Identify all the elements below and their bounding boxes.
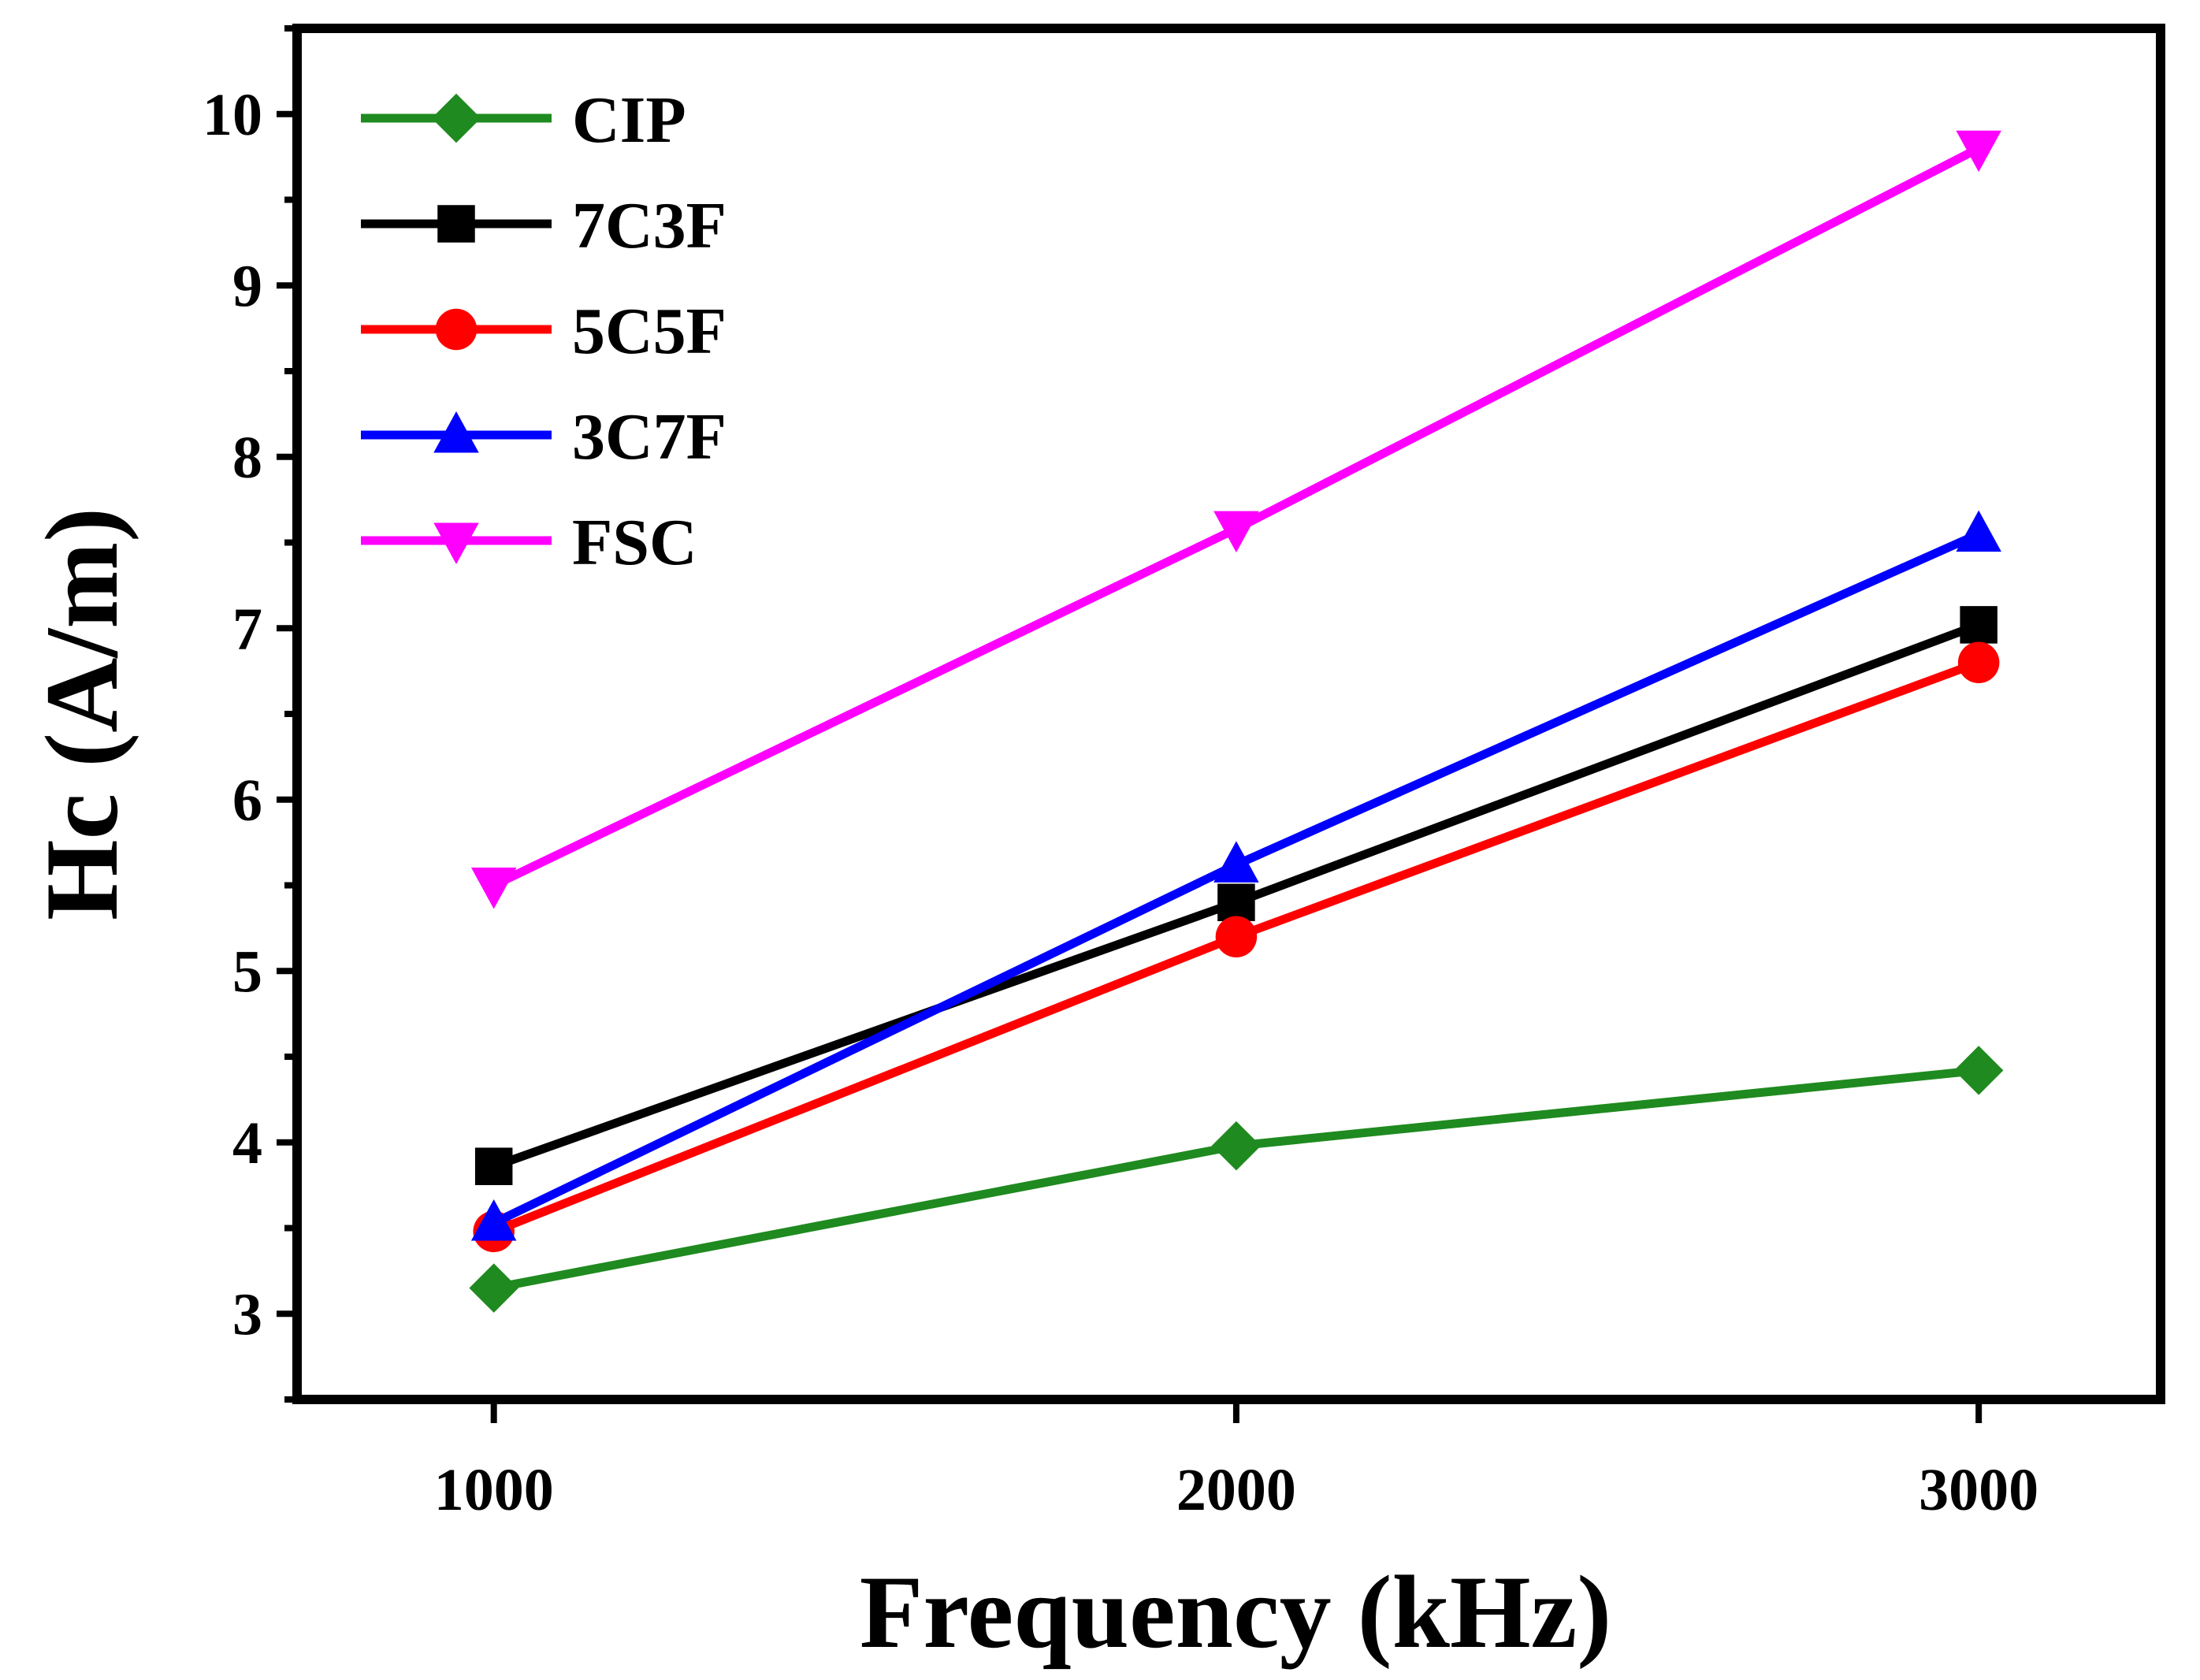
data-point-3c7f bbox=[470, 1199, 517, 1241]
data-point-5c5f bbox=[1957, 641, 2000, 683]
series-3c7f bbox=[470, 510, 2001, 1241]
y-axis: 3 4 5 6 7 8 9 10 bbox=[203, 25, 297, 1403]
data-point-fsc bbox=[1213, 511, 1259, 553]
x-tick-label: 3000 bbox=[1919, 1457, 2038, 1523]
data-point-cip bbox=[1953, 1046, 2004, 1095]
legend-marker-3c7f bbox=[433, 411, 479, 453]
legend-label-7c3f: 7C3F bbox=[572, 189, 727, 262]
series-cip bbox=[469, 1046, 2004, 1313]
legend-item-5c5f: 5C5F bbox=[361, 295, 727, 368]
x-axis: 1000 2000 3000 bbox=[434, 1399, 2038, 1523]
y-tick-label: 8 bbox=[232, 425, 262, 491]
legend: CIP 7C3F 5C5F 3C7F FSC bbox=[361, 84, 727, 579]
data-point-7c3f bbox=[474, 1147, 513, 1185]
y-tick-label: 3 bbox=[232, 1281, 262, 1347]
data-point-3c7f bbox=[1956, 510, 2001, 552]
legend-item-cip: CIP bbox=[361, 84, 686, 157]
x-axis-title: Frequency (kHz) bbox=[860, 1554, 1611, 1670]
y-tick-label: 4 bbox=[232, 1110, 262, 1176]
series-layer bbox=[469, 130, 2004, 1313]
legend-marker-7c3f bbox=[437, 205, 475, 243]
legend-marker-fsc bbox=[433, 522, 479, 564]
legend-item-7c3f: 7C3F bbox=[361, 189, 727, 262]
series-fsc bbox=[470, 130, 2001, 909]
data-point-fsc bbox=[1956, 130, 2001, 173]
data-point-3c7f bbox=[1213, 841, 1259, 883]
y-tick-label: 6 bbox=[232, 768, 262, 834]
data-point-5c5f bbox=[1215, 916, 1258, 957]
series-line-cip bbox=[492, 1065, 1979, 1293]
series-7c3f bbox=[474, 606, 1997, 1185]
legend-item-3c7f: 3C7F bbox=[361, 400, 727, 474]
legend-marker-5c5f bbox=[435, 308, 478, 351]
legend-label-fsc: FSC bbox=[572, 506, 697, 579]
x-tick-label: 2000 bbox=[1176, 1457, 1296, 1523]
y-axis-title: Hc (A/m) bbox=[24, 507, 139, 920]
x-tick-label: 1000 bbox=[434, 1457, 554, 1523]
legend-label-5c5f: 5C5F bbox=[572, 295, 727, 368]
legend-label-3c7f: 3C7F bbox=[572, 400, 727, 474]
data-point-cip bbox=[1211, 1121, 1262, 1171]
y-tick-label: 5 bbox=[232, 938, 262, 1005]
data-point-7c3f bbox=[1217, 883, 1255, 921]
legend-item-fsc: FSC bbox=[361, 506, 697, 579]
y-tick-label: 7 bbox=[232, 596, 262, 662]
y-tick-label: 10 bbox=[203, 82, 262, 148]
y-tick-label: 9 bbox=[232, 253, 262, 319]
legend-label-cip: CIP bbox=[572, 84, 686, 157]
legend-marker-cip bbox=[431, 93, 481, 143]
data-point-cip bbox=[469, 1263, 518, 1313]
data-point-7c3f bbox=[1960, 606, 1997, 644]
data-point-fsc bbox=[470, 868, 517, 909]
